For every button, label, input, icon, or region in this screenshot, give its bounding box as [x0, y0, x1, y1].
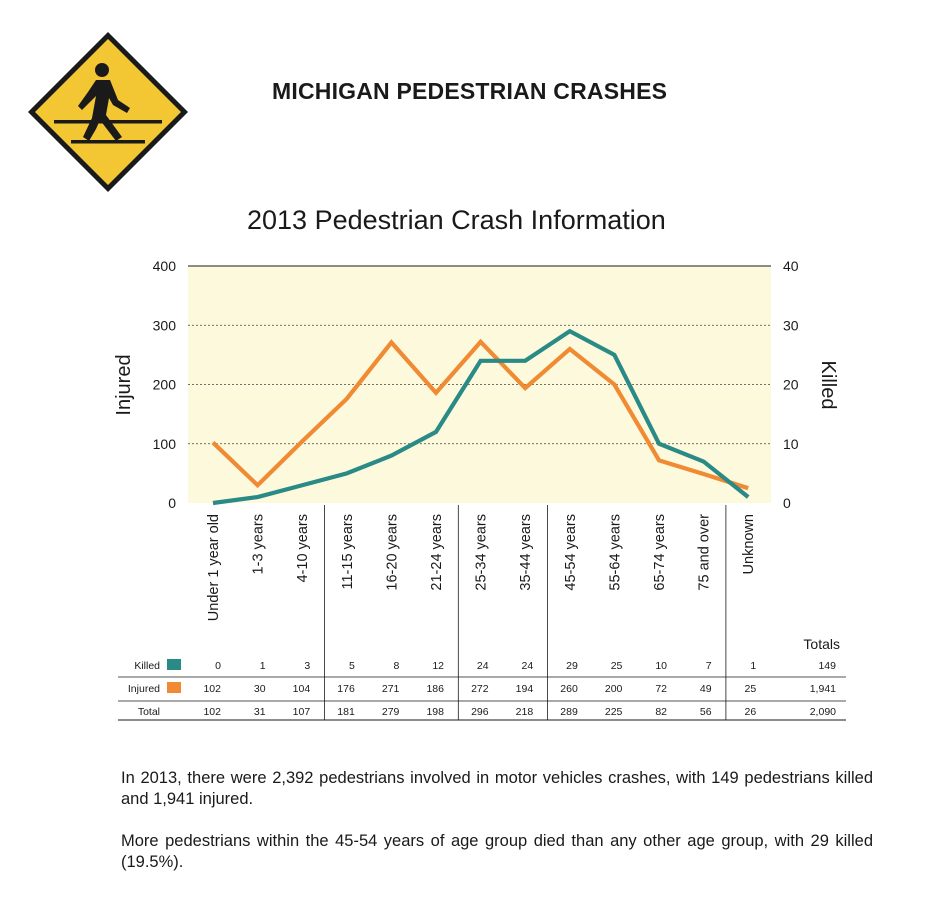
table-cell: 218 — [516, 706, 534, 718]
summary-paragraph-1: In 2013, there were 2,392 pedestrians in… — [121, 769, 873, 808]
y-tick-label-right: 10 — [783, 436, 799, 452]
y-tick-label-right: 20 — [783, 377, 799, 393]
table-cell: 10 — [655, 660, 667, 672]
category-label: 25-34 years — [474, 514, 490, 591]
table-row-label: Injured — [128, 683, 160, 695]
table-cell: 0 — [215, 660, 221, 672]
category-label: 16-20 years — [384, 514, 400, 591]
table-cell: 26 — [745, 706, 757, 718]
table-row-label: Killed — [134, 660, 160, 672]
table-cell: 24 — [477, 660, 489, 672]
table-cell: 271 — [382, 683, 400, 695]
y-tick-label-left: 100 — [153, 436, 177, 452]
pedestrian-crossing-sign-icon — [28, 32, 188, 192]
table-totals-header: Totals — [803, 636, 840, 652]
table-total-cell: 2,090 — [810, 706, 836, 718]
y-tick-label-right: 40 — [783, 258, 799, 274]
series-line-killed — [212, 328, 750, 506]
table-cell: 186 — [426, 683, 444, 695]
table-cell: 102 — [203, 683, 221, 695]
table-cell: 8 — [394, 660, 400, 672]
summary-paragraph-2: More pedestrians within the 45-54 years … — [121, 832, 873, 871]
table-cell: 56 — [700, 706, 712, 718]
category-label: 65-74 years — [652, 514, 668, 591]
category-label: Under 1 year old — [206, 514, 222, 621]
table-cell: 82 — [655, 706, 667, 718]
y-tick-label-left: 300 — [153, 317, 177, 333]
table-cell: 30 — [254, 683, 266, 695]
table-cell: 198 — [426, 706, 444, 718]
legend-swatch-injured — [167, 682, 181, 693]
category-label: 4-10 years — [295, 514, 311, 583]
table-cell: 25 — [611, 660, 623, 672]
table-cell: 181 — [337, 706, 355, 718]
table-cell: 31 — [254, 706, 266, 718]
category-label: 55-64 years — [607, 514, 623, 591]
table-cell: 272 — [471, 683, 489, 695]
table-cell: 7 — [706, 660, 712, 672]
table-cell: 72 — [655, 683, 667, 695]
table-cell: 1 — [260, 660, 266, 672]
category-label: 1-3 years — [251, 514, 267, 574]
y-tick-label-left: 0 — [168, 495, 176, 511]
table-total-cell: 1,941 — [810, 683, 836, 695]
table-cell: 102 — [203, 706, 221, 718]
table-cell: 29 — [566, 660, 578, 672]
table-cell: 194 — [516, 683, 534, 695]
table-cell: 289 — [560, 706, 578, 718]
table-cell: 200 — [605, 683, 623, 695]
table-cell: 1 — [750, 660, 756, 672]
summary-text: In 2013, there were 2,392 pedestrians in… — [121, 768, 873, 894]
table-cell: 104 — [293, 683, 311, 695]
table-cell: 260 — [560, 683, 578, 695]
legend-swatch-killed — [167, 659, 181, 670]
chart-title: 2013 Pedestrian Crash Information — [247, 205, 666, 235]
table-cell: 12 — [432, 660, 444, 672]
table-cell: 225 — [605, 706, 623, 718]
category-label: 45-54 years — [563, 514, 579, 591]
y-axis-label-right: Killed — [817, 361, 839, 410]
category-label: 75 and over — [697, 514, 713, 591]
y-tick-label-right: 0 — [783, 495, 791, 511]
category-label: 21-24 years — [429, 514, 445, 591]
category-label: Unknown — [741, 514, 757, 574]
table-cell: 3 — [304, 660, 310, 672]
category-label: 11-15 years — [340, 514, 356, 590]
table-cell: 107 — [293, 706, 311, 718]
series-line-injured — [211, 338, 749, 491]
table-cell: 296 — [471, 706, 489, 718]
y-tick-label-left: 400 — [153, 258, 177, 274]
category-label: 35-44 years — [518, 514, 534, 591]
table-cell: 24 — [522, 660, 534, 672]
table-cell: 279 — [382, 706, 400, 718]
table-total-cell: 149 — [818, 660, 836, 672]
y-tick-label-left: 200 — [153, 377, 177, 393]
y-axis-label-left: Injured — [113, 354, 135, 415]
table-row-label: Total — [138, 706, 160, 718]
table-cell: 5 — [349, 660, 355, 672]
page-title: MICHIGAN PEDESTRIAN CRASHES — [272, 78, 668, 104]
table-cell: 49 — [700, 683, 712, 695]
table-cell: 25 — [745, 683, 757, 695]
table-cell: 176 — [337, 683, 355, 695]
y-tick-label-right: 30 — [783, 317, 799, 333]
